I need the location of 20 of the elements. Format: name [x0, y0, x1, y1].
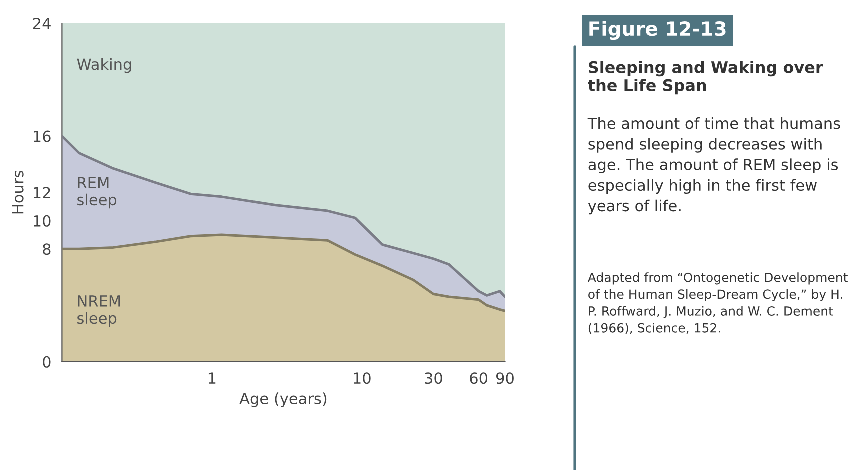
x-axis-title: Age (years): [240, 392, 327, 408]
text: Figure 12-13: [590, 21, 726, 40]
y-tick-label: 24: [33, 18, 51, 30]
x-tick-label: 30: [425, 372, 442, 384]
series-label: REM sleep: [78, 177, 117, 209]
y-tick-label: 0: [43, 356, 51, 368]
y-tick-label: 8: [43, 244, 51, 256]
series-label: NREM sleep: [78, 296, 120, 328]
x-tick-label: 90: [496, 372, 514, 384]
x-tick-label: 10: [354, 372, 371, 384]
y-axis-title: Hours: [12, 171, 24, 214]
text: The amount of time that humans spend sleeping decreases with age. The amount of REM sleep is especially high in the first few years of life.: [588, 118, 840, 215]
y-tick-label: 12: [34, 187, 50, 199]
y-tick-label: 10: [34, 215, 51, 227]
text: Sleeping and Waking over the Life Span: [588, 61, 824, 95]
x-tick-label: 60: [470, 372, 488, 384]
x-tick-label: 1: [208, 372, 216, 384]
y-tick-label: 16: [34, 130, 51, 142]
series-label: Waking: [77, 58, 132, 74]
text: Adapted from “Ontogenetic Development of the Human Sleep-Dream Cycle,” by H. P. Roffward, J. Muzio, and W. C. Dement (1966), Science, 152.: [588, 272, 848, 334]
